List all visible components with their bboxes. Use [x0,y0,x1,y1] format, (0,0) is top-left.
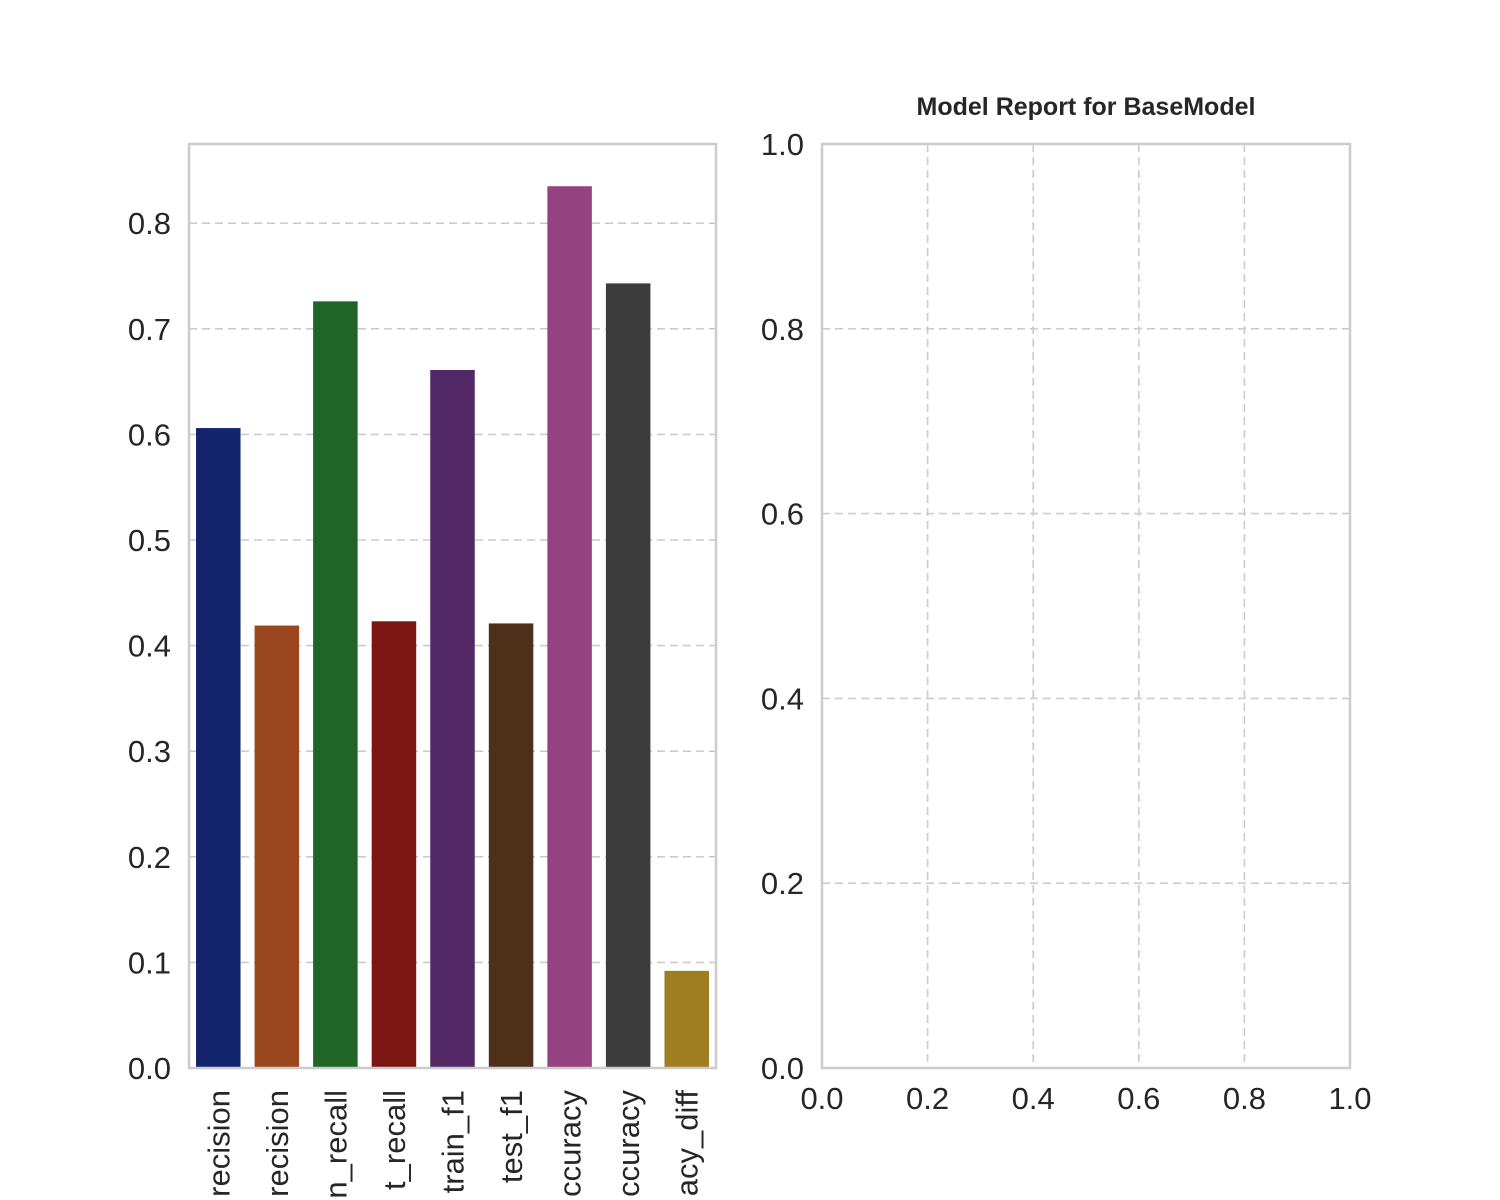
y-tick-label: 0.4 [128,629,171,664]
y-tick-label: 0.0 [761,1051,804,1086]
y-tick-label: 0.6 [761,497,804,532]
report-y-ticks: 0.0 0.2 0.4 0.6 0.8 1.0 [761,127,804,1086]
bar-chart-bars [196,186,709,1069]
bar-chart-panel: 0.00.10.20.30.40.50.60.70.8 recision reci… [128,142,718,1199]
x-tick-label: recision [260,1090,295,1197]
y-tick-label: 0.8 [761,312,804,347]
bar-train_recall [313,301,358,1068]
bar-train_precision [196,428,241,1069]
x-tick-label: train_f1 [436,1090,471,1193]
bar-test_recall [371,621,417,1068]
y-tick-label: 0.6 [128,417,171,452]
bar-chart-y-ticks: 0.0 0.1 0.2 0.3 0.4 0.5 0.6 0.7 0.8 [128,206,171,1086]
y-tick-label: 0.8 [128,206,171,241]
report-gridlines [822,144,1350,1068]
bar-test_accuracy [605,283,651,1069]
x-tick-label: 1.0 [1328,1081,1371,1116]
x-tick-label: ccuracy [553,1090,588,1197]
y-tick-label: 0.1 [128,945,171,980]
y-tick-label: 0.7 [128,312,171,347]
x-tick-label: 0.8 [1223,1081,1266,1116]
bar-test_f1 [488,623,534,1068]
report-background [822,144,1350,1068]
x-tick-label: recision [201,1090,236,1197]
x-tick-label: acy_diff [670,1090,705,1197]
bar-accuracy_diff [664,970,709,1068]
y-tick-label: 0.4 [761,681,804,716]
y-tick-label: 0.0 [128,1051,171,1086]
x-tick-label: 0.0 [800,1081,843,1116]
bar-train_accuracy [547,186,592,1069]
bar-chart-frame [187,142,718,1070]
y-tick-label: 0.5 [128,523,171,558]
x-tick-label: 0.4 [1012,1081,1055,1116]
report-x-ticks: 0.0 0.2 0.4 0.6 0.8 1.0 [800,1081,1371,1116]
y-tick-label: 0.2 [761,866,804,901]
report-title: Model Report for BaseModel [917,93,1256,121]
x-tick-label: n_recall [318,1090,353,1199]
y-tick-label: 1.0 [761,127,804,162]
bar-train_f1 [430,369,475,1068]
bar-chart-x-ticks: recision recision n_recall t_recall train_f1… [201,1090,704,1199]
x-tick-label: test_f1 [494,1090,529,1183]
x-tick-label: 0.6 [1117,1081,1160,1116]
report-frame [820,142,1352,1070]
x-tick-label: t_recall [377,1090,412,1190]
x-tick-label: ccuracy [611,1090,646,1197]
y-tick-label: 0.2 [128,840,171,875]
bar-test_precision [254,625,300,1068]
x-tick-label: 0.2 [906,1081,949,1116]
report-panel: Model Report for BaseModel 0.00.20.40.60… [761,93,1372,1116]
y-tick-label: 0.3 [128,734,171,769]
